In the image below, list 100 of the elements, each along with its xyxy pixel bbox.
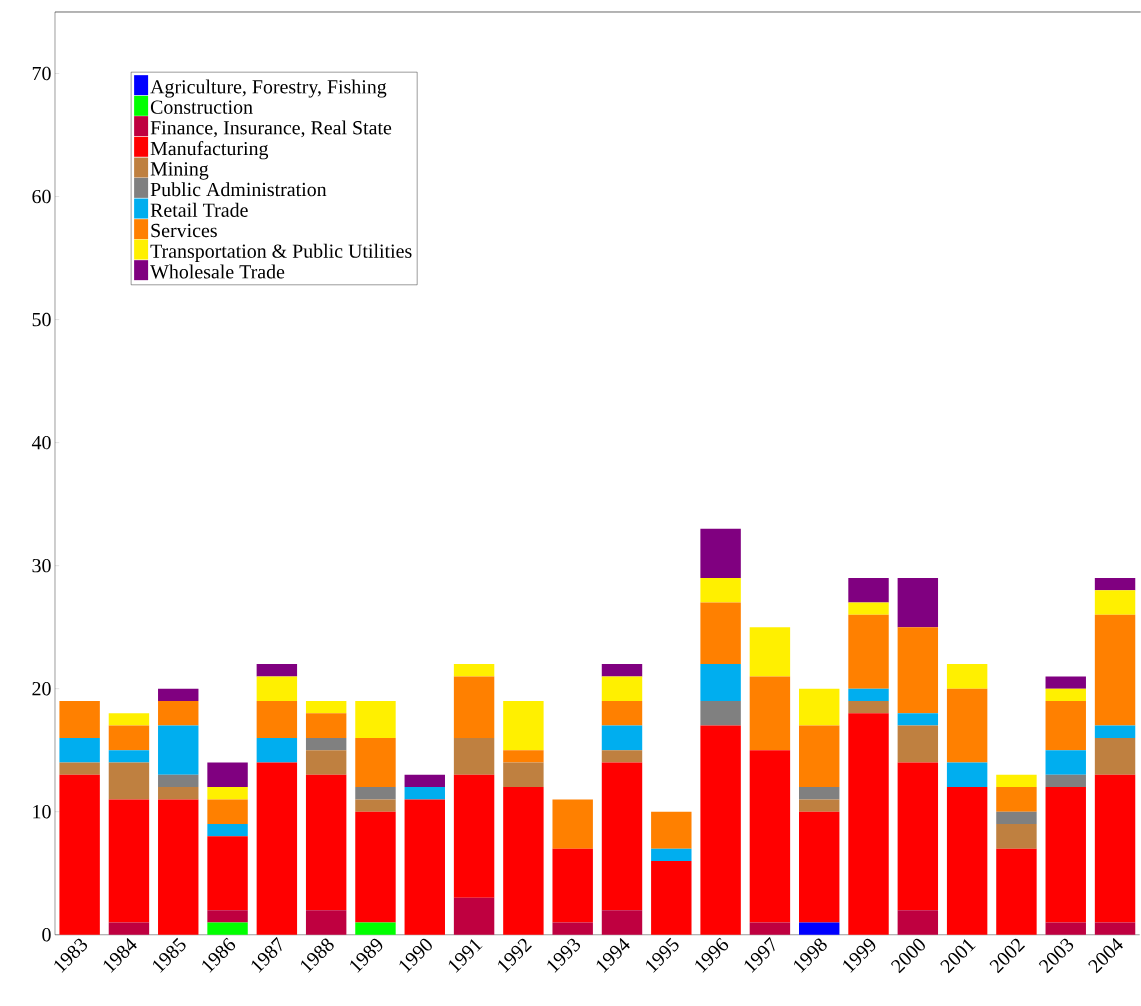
bar xyxy=(59,762,100,775)
bar xyxy=(1094,578,1136,591)
bar xyxy=(207,787,248,800)
bar xyxy=(601,910,643,935)
y-tick-label: 10 xyxy=(33,805,51,819)
legend-label: Finance, Insurance, Real State xyxy=(150,120,392,138)
bar xyxy=(848,614,889,689)
bar xyxy=(108,799,150,923)
bar xyxy=(848,688,889,702)
bar xyxy=(503,762,544,788)
legend-label: Public Administration xyxy=(150,182,327,197)
bar xyxy=(158,688,199,702)
y-tick-label: 20 xyxy=(32,682,51,696)
bar xyxy=(1094,922,1136,935)
bar xyxy=(256,664,298,677)
legend-label: Retail Trade xyxy=(150,202,248,218)
bar xyxy=(996,774,1037,788)
bar xyxy=(404,787,445,800)
bar xyxy=(158,701,199,726)
bar xyxy=(601,676,643,702)
bar xyxy=(355,922,396,935)
y-tick-label: 70 xyxy=(32,66,51,81)
legend-label: Wholesale Trade xyxy=(150,264,285,279)
bar xyxy=(503,701,544,751)
bar xyxy=(996,787,1037,812)
bar xyxy=(256,676,298,702)
bar xyxy=(453,897,495,935)
bar xyxy=(700,578,741,603)
bar xyxy=(848,578,889,603)
bar xyxy=(305,713,347,739)
bar xyxy=(207,922,248,935)
bar xyxy=(108,762,150,800)
bar xyxy=(158,787,199,800)
bar xyxy=(651,848,692,862)
bar xyxy=(799,787,840,800)
legend-label: Construction xyxy=(150,100,253,114)
bar xyxy=(946,762,988,788)
bar xyxy=(355,701,396,739)
bar xyxy=(946,688,988,763)
bar xyxy=(601,701,643,726)
bar xyxy=(207,799,248,825)
bar xyxy=(749,627,791,677)
bar xyxy=(108,713,150,726)
bar xyxy=(799,799,840,812)
bar xyxy=(503,787,544,935)
bar xyxy=(1045,750,1086,775)
y-tick-label: 40 xyxy=(31,436,51,450)
bar xyxy=(996,848,1037,935)
bar xyxy=(59,701,100,739)
bar xyxy=(700,701,741,726)
legend-label: Services xyxy=(151,223,217,238)
y-tick-label: 50 xyxy=(32,312,51,327)
bar xyxy=(503,750,544,763)
bar xyxy=(1094,614,1136,726)
bar xyxy=(897,578,939,628)
bar xyxy=(848,602,889,615)
bar xyxy=(158,774,199,788)
bar xyxy=(305,701,347,714)
bar xyxy=(59,738,100,763)
bar xyxy=(256,701,298,739)
bar xyxy=(1094,725,1136,739)
bar xyxy=(1045,787,1086,923)
bar xyxy=(552,848,593,923)
bar xyxy=(453,676,495,739)
bar xyxy=(799,725,840,788)
legend-label: Mining xyxy=(150,162,209,180)
bar xyxy=(355,738,396,788)
bar xyxy=(256,738,298,763)
bar xyxy=(897,725,939,763)
bar xyxy=(207,836,248,911)
bar xyxy=(355,811,396,923)
bar xyxy=(897,713,939,726)
bar xyxy=(305,910,347,935)
bar xyxy=(108,750,150,763)
bar xyxy=(453,738,495,775)
bar xyxy=(601,725,643,751)
bar xyxy=(897,910,939,935)
bar xyxy=(946,664,988,689)
bar xyxy=(700,725,741,935)
bar xyxy=(749,750,791,923)
bar xyxy=(1094,738,1136,775)
bar xyxy=(897,627,939,714)
legend-label: Transportation & Public Utilities xyxy=(150,243,412,263)
bar xyxy=(700,528,741,579)
bar xyxy=(355,799,396,812)
legend-label: Agriculture, Forestry, Fishing xyxy=(150,79,387,98)
bar xyxy=(1045,701,1086,751)
bar xyxy=(552,799,593,849)
bar xyxy=(1045,922,1086,935)
bar xyxy=(996,811,1037,825)
bar xyxy=(1094,774,1136,923)
bar xyxy=(1045,774,1086,788)
bar xyxy=(158,725,199,775)
bar xyxy=(749,676,791,751)
bar xyxy=(305,738,347,751)
y-tick-label: 0 xyxy=(42,928,51,942)
bar xyxy=(749,922,791,935)
bar xyxy=(799,811,840,923)
bar xyxy=(651,811,692,849)
y-tick-label: 60 xyxy=(32,189,51,204)
